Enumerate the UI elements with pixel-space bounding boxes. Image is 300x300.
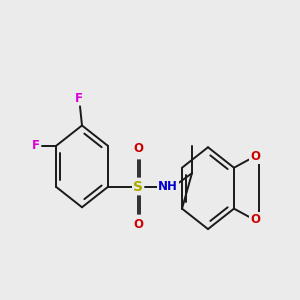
Text: F: F (75, 92, 83, 105)
Text: S: S (133, 180, 143, 194)
Text: O: O (133, 218, 143, 232)
Text: NH: NH (158, 180, 178, 193)
Text: O: O (133, 142, 143, 155)
Text: F: F (32, 140, 40, 152)
Text: O: O (250, 150, 260, 163)
Text: O: O (250, 213, 260, 226)
